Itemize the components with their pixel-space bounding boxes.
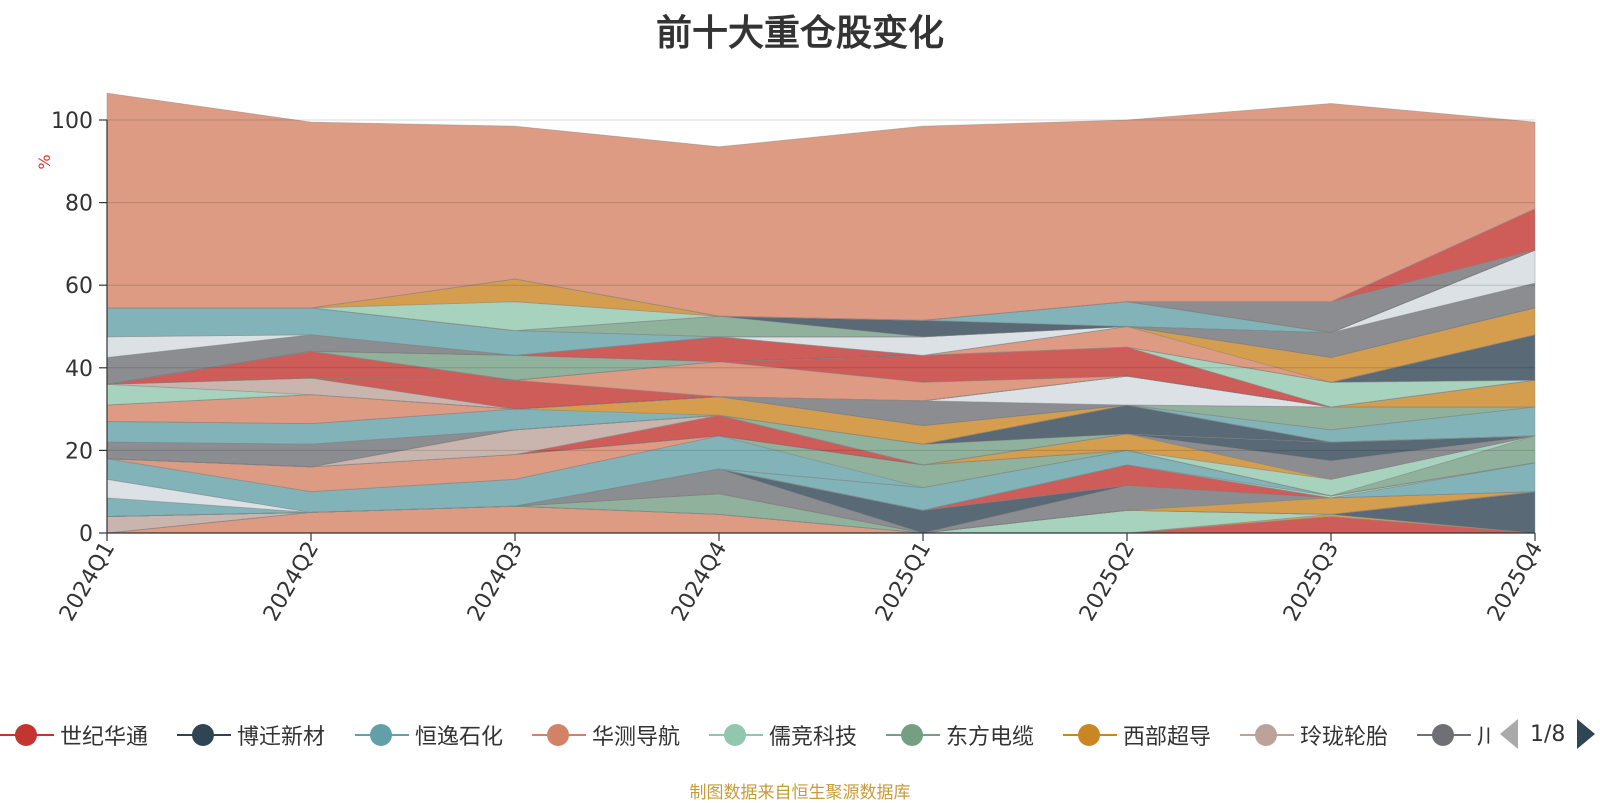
y-axis-label: % <box>35 154 54 169</box>
y-tick-label: 0 <box>79 522 93 547</box>
legend-marker-icon <box>355 705 409 765</box>
legend-item[interactable]: 川 <box>1417 705 1490 765</box>
legend: 世纪华通 博迁新材 恒逸石化 华测导航 儒竞科技 东方电缆 西部超导 玲珑轮胎 川 <box>0 705 1490 765</box>
legend-item[interactable]: 儒竞科技 <box>709 705 857 765</box>
chart-canvas: 0 20 40 60 80 100% 2024Q1 2024Q2 2024Q3 2024Q4 202… <box>35 92 1548 626</box>
legend-pager: 1/8 <box>1500 716 1596 752</box>
legend-marker-icon <box>177 705 231 765</box>
grid-lines <box>107 119 1535 534</box>
legend-label: 川 <box>1477 725 1490 750</box>
legend-marker-icon <box>0 705 54 765</box>
legend-label: 东方电缆 <box>946 725 1035 750</box>
x-tick-label: 2024Q1 <box>55 538 120 626</box>
legend-label: 玲珑轮胎 <box>1300 725 1389 750</box>
y-tick-label: 60 <box>65 274 93 299</box>
y-tick-label: 40 <box>65 357 93 382</box>
x-tick-label: 2025Q4 <box>1483 538 1548 626</box>
legend-marker-icon <box>532 705 586 765</box>
y-tick-label: 80 <box>65 192 93 217</box>
chart-title: 前十大重仓股变化 <box>655 13 944 54</box>
triangle-right-icon[interactable] <box>1577 719 1596 749</box>
legend-marker-icon <box>709 705 763 765</box>
x-tick-label: 2024Q4 <box>667 538 732 626</box>
legend-label: 博迁新材 <box>237 725 326 750</box>
legend-marker-icon <box>1417 705 1471 765</box>
legend-marker-icon <box>1063 705 1117 765</box>
x-tick-label: 2025Q1 <box>871 538 936 626</box>
legend-item[interactable]: 世纪华通 <box>0 705 148 765</box>
legend-label: 儒竞科技 <box>769 725 858 750</box>
legend-item[interactable]: 恒逸石化 <box>355 705 503 765</box>
legend-label: 世纪华通 <box>60 725 149 750</box>
x-tick-label: 2024Q3 <box>463 538 528 626</box>
legend-item[interactable]: 玲珑轮胎 <box>1240 705 1388 765</box>
y-tick-label: 100 <box>51 109 93 134</box>
legend-marker-icon <box>1240 705 1294 765</box>
legend-label: 华测导航 <box>592 725 681 750</box>
x-tick-label: 2024Q2 <box>259 538 324 626</box>
legend-item[interactable]: 西部超导 <box>1063 705 1211 765</box>
x-tick-label: 2025Q2 <box>1075 538 1140 626</box>
legend-item[interactable]: 华测导航 <box>532 705 680 765</box>
triangle-left-icon[interactable] <box>1500 719 1518 749</box>
y-tick-label: 20 <box>65 439 93 464</box>
source-note: 制图数据来自恒生聚源数据库 <box>689 783 911 803</box>
x-tick-label: 2025Q3 <box>1279 538 1344 626</box>
legend-item[interactable]: 博迁新材 <box>177 705 325 765</box>
area-band-61 <box>106 92 1536 321</box>
legend-label: 西部超导 <box>1123 725 1212 750</box>
legend-marker-icon <box>886 705 940 765</box>
legend-label: 恒逸石化 <box>415 725 504 750</box>
legend-item[interactable]: 东方电缆 <box>886 705 1034 765</box>
legend-page-indicator: 1/8 <box>1530 721 1566 747</box>
stacked-areas <box>106 92 1536 534</box>
